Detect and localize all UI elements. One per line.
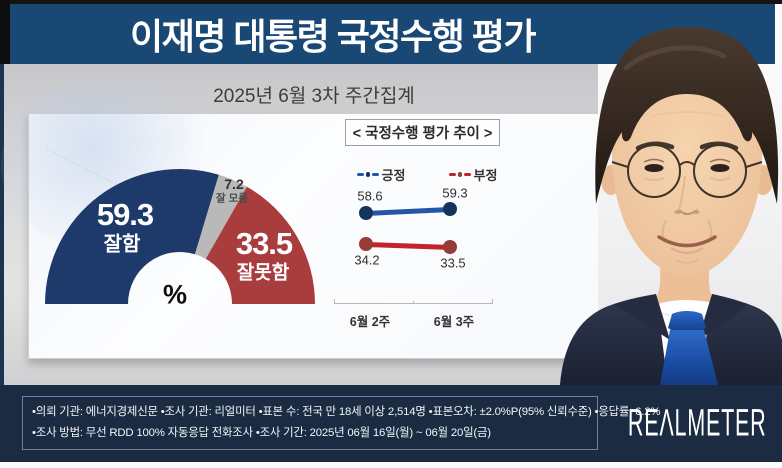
gauge-slice-positive	[45, 168, 219, 304]
glasses-lens-left	[627, 144, 681, 198]
subtitle: 2025년 6월 3차 주간집계	[213, 86, 415, 107]
glasses-arm-left	[611, 161, 629, 168]
gauge-unknown-label: 잘 모름	[216, 192, 248, 205]
chart-panel: 59.3 잘함 7.2 잘 모름 33.5 잘못함 % < 국정수행 평가 추이…	[1, 76, 602, 359]
realmeter-logo: REΛLMETER	[612, 385, 782, 462]
x-label-week2: 6월 2주	[349, 315, 391, 329]
x-label-week3: 6월 3주	[433, 315, 475, 329]
trend-positive-curr-value: 59.3	[442, 185, 468, 201]
lower-lip	[670, 247, 704, 254]
trend-negative-prev-value: 34.2	[354, 252, 380, 268]
gauge-positive-value: 59.3	[96, 197, 154, 232]
lapel-right	[698, 294, 748, 340]
negative-line-icon	[449, 172, 471, 177]
positive-line-icon	[357, 172, 379, 177]
legend-item-negative: 부정	[449, 165, 497, 184]
eyebrow-left	[635, 141, 675, 151]
axis-tick	[413, 301, 414, 303]
bottom-border	[0, 462, 782, 468]
hair	[595, 27, 779, 204]
gauge-slice-negative	[205, 186, 315, 304]
trend-chart-title: < 국정수행 평가 추이 >	[352, 126, 493, 142]
glasses-lens-right	[693, 144, 747, 198]
legend-positive-label: 긍정	[381, 168, 406, 183]
eyelid-right	[709, 158, 731, 163]
footer-bar: •의뢰 기관: 에너지경제신문 •조사 기관: 리얼미터 •표본 수: 전국 만…	[0, 385, 782, 462]
forehead-line	[650, 111, 724, 117]
lapel-left	[614, 294, 670, 340]
eyebag-right	[709, 177, 731, 181]
trend-negative-curr-value: 33.5	[440, 255, 466, 271]
legend-negative-label: 부정	[473, 168, 498, 183]
trend-positive-point-curr	[443, 202, 457, 216]
mouth	[657, 235, 717, 248]
glasses-bridge	[679, 161, 695, 166]
gauge-slice-unknown	[194, 174, 247, 259]
tie-body	[660, 330, 718, 385]
axis-tick	[492, 299, 493, 303]
tie-knot	[668, 311, 706, 334]
survey-info-box: •의뢰 기관: 에너지경제신문 •조사 기관: 리얼미터 •표본 수: 전국 만…	[22, 396, 661, 450]
legend-item-positive: 긍정	[357, 165, 405, 184]
gauge-unknown-value: 7.2	[224, 176, 244, 192]
nose-bridge	[678, 175, 686, 211]
face	[612, 52, 762, 276]
eyebag-left	[643, 177, 665, 181]
gauge-negative-label: 잘못함	[236, 262, 290, 284]
hair-highlight	[623, 45, 727, 71]
trend-positive-point-prev	[359, 206, 373, 220]
axis-tick	[334, 299, 335, 303]
trend-negative-line	[365, 241, 451, 250]
page-title: 이재명 대통령 국정수행 평가	[130, 16, 536, 57]
president-portrait	[560, 27, 782, 385]
approval-gauge-chart	[45, 168, 315, 304]
left-top-border	[0, 0, 10, 64]
survey-info-line1: •의뢰 기관: 에너지경제신문 •조사 기관: 리얼미터 •표본 수: 전국 만…	[32, 405, 661, 418]
trend-negative-point-curr	[443, 240, 457, 254]
nostril-right	[692, 210, 700, 214]
glasses-arm-right	[745, 161, 763, 168]
eyelid-left	[643, 158, 665, 163]
left-border	[0, 64, 4, 385]
trend-positive-prev-value: 58.6	[357, 188, 383, 204]
trend-positive-line	[365, 206, 451, 216]
gauge-unit-label: %	[162, 279, 188, 310]
eyebrow-right	[699, 141, 739, 151]
eye-left	[644, 164, 664, 172]
realmeter-logo-text: REΛLMETER	[627, 401, 767, 444]
trend-chart-title-box: < 국정수행 평가 추이 >	[345, 119, 500, 146]
top-border	[0, 0, 782, 4]
chin-crease	[675, 259, 699, 264]
gauge-negative-value: 33.5	[235, 226, 293, 261]
nostril-left	[674, 210, 682, 214]
survey-info-line2: •조사 방법: 무선 RDD 100% 자동응답 전화조사 •조사 기간: 20…	[32, 427, 491, 439]
gauge-positive-label: 잘함	[103, 233, 141, 256]
eye-right	[710, 164, 730, 172]
trend-negative-point-prev	[359, 237, 373, 251]
trend-x-axis	[334, 303, 493, 304]
